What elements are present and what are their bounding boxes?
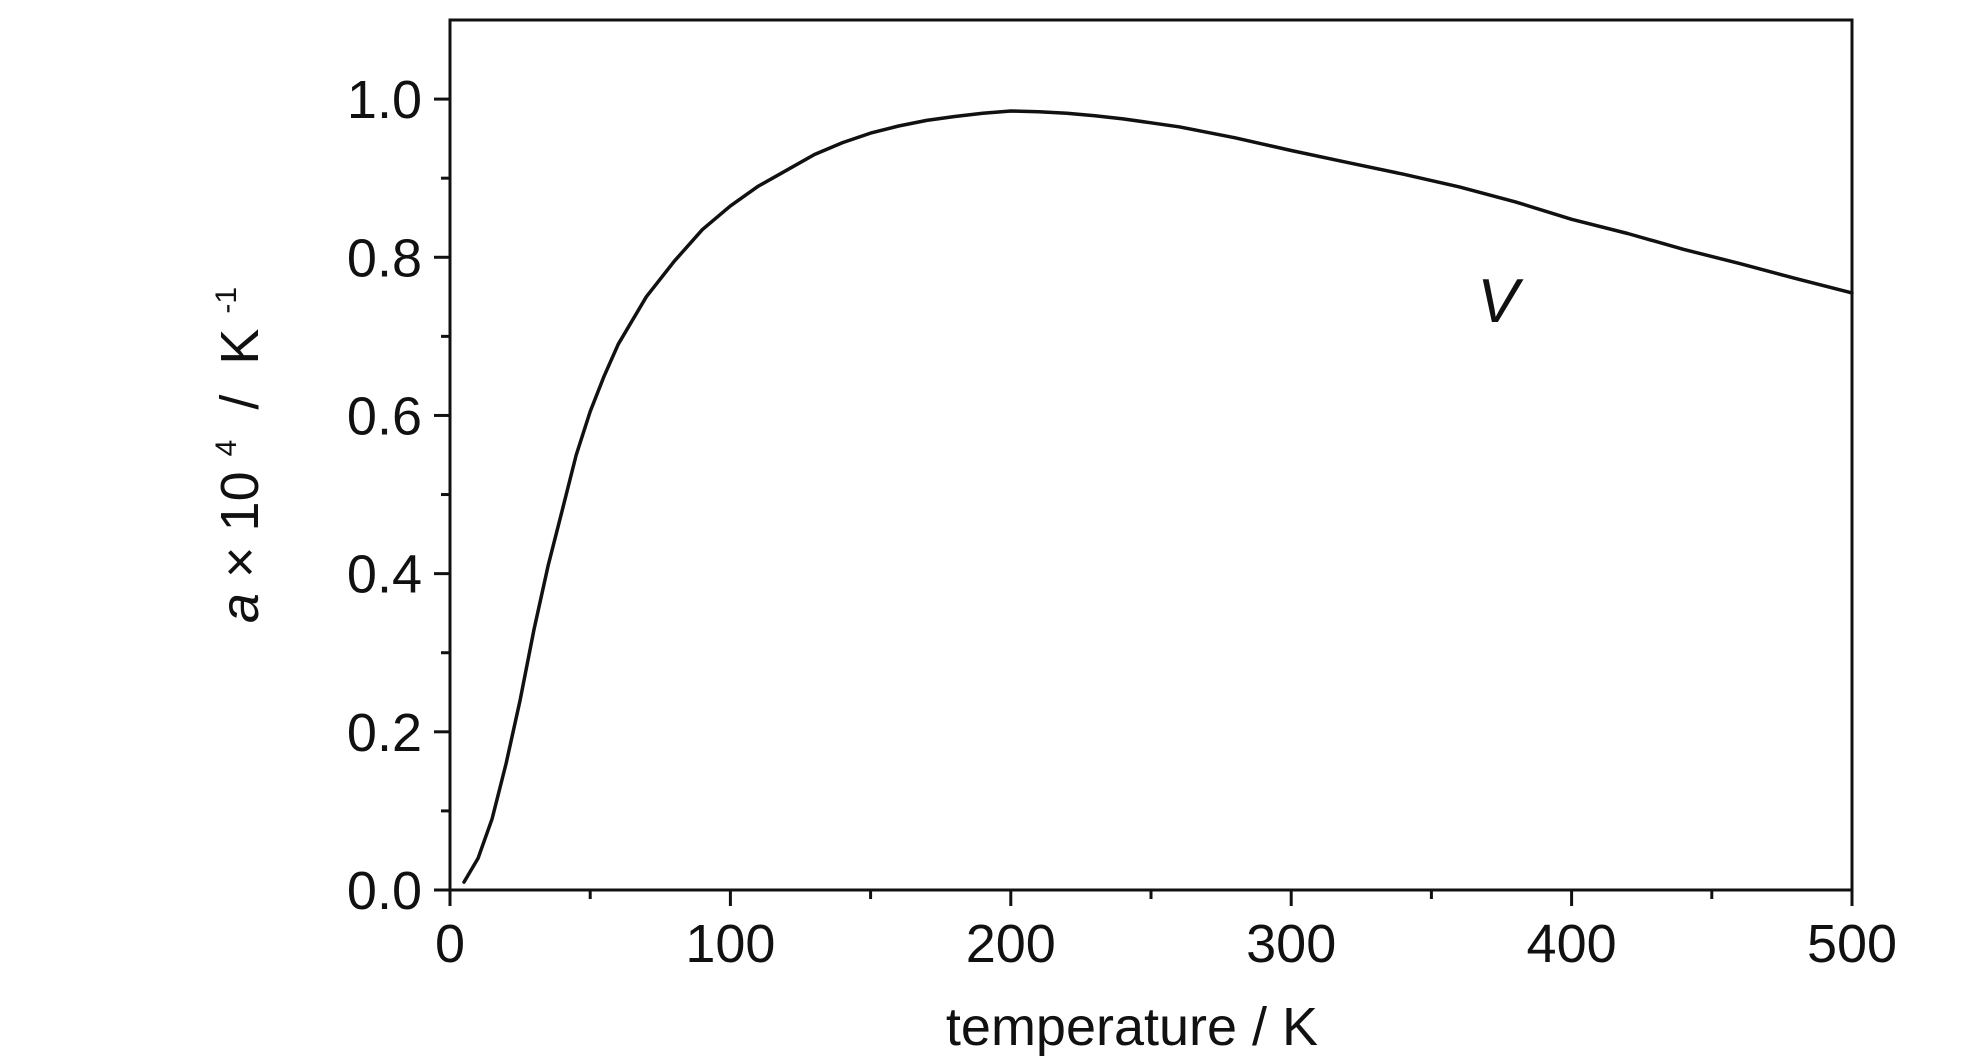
- y-axis-title-var: a: [210, 593, 270, 623]
- y-tick-labels: 0.0 0.2 0.4 0.6 0.8 1.0: [347, 70, 422, 921]
- x-tick-label: 100: [685, 914, 775, 974]
- y-axis-title-times: ×: [210, 546, 270, 578]
- series-line: [462, 109, 1854, 884]
- y-tick-label: 0.0: [347, 861, 422, 921]
- x-tick-label: 400: [1527, 914, 1617, 974]
- x-tick-label: 0: [435, 914, 465, 974]
- y-tick-label: 0.8: [347, 228, 422, 288]
- x-tick-label: 200: [966, 914, 1056, 974]
- y-axis-title-base: 10: [210, 471, 270, 531]
- y-tick-label: 0.6: [347, 386, 422, 446]
- x-tick-label: 500: [1807, 914, 1897, 974]
- y-axis-title: a × 10 4 / K -1: [188, 287, 270, 623]
- y-axis-title-sep: /: [210, 380, 270, 425]
- y-tick-label: 1.0: [347, 70, 422, 130]
- x-tick-labels: 0 100 200 300 400 500: [435, 914, 1897, 974]
- minor-ticks: [441, 176, 1714, 899]
- plot-frame: [448, 18, 1854, 892]
- curve-annotation: V: [1477, 267, 1524, 336]
- major-ticks: [434, 97, 1854, 906]
- y-tick-label: 0.4: [347, 545, 422, 605]
- y-axis-title-exp: 4: [210, 440, 243, 457]
- x-tick-label: 300: [1246, 914, 1336, 974]
- y-tick-label: 0.2: [347, 703, 422, 763]
- y-axis-title-unit-exp: -1: [210, 287, 243, 314]
- y-axis-title-unit: K: [210, 329, 270, 365]
- x-axis-title: temperature / K: [946, 997, 1318, 1057]
